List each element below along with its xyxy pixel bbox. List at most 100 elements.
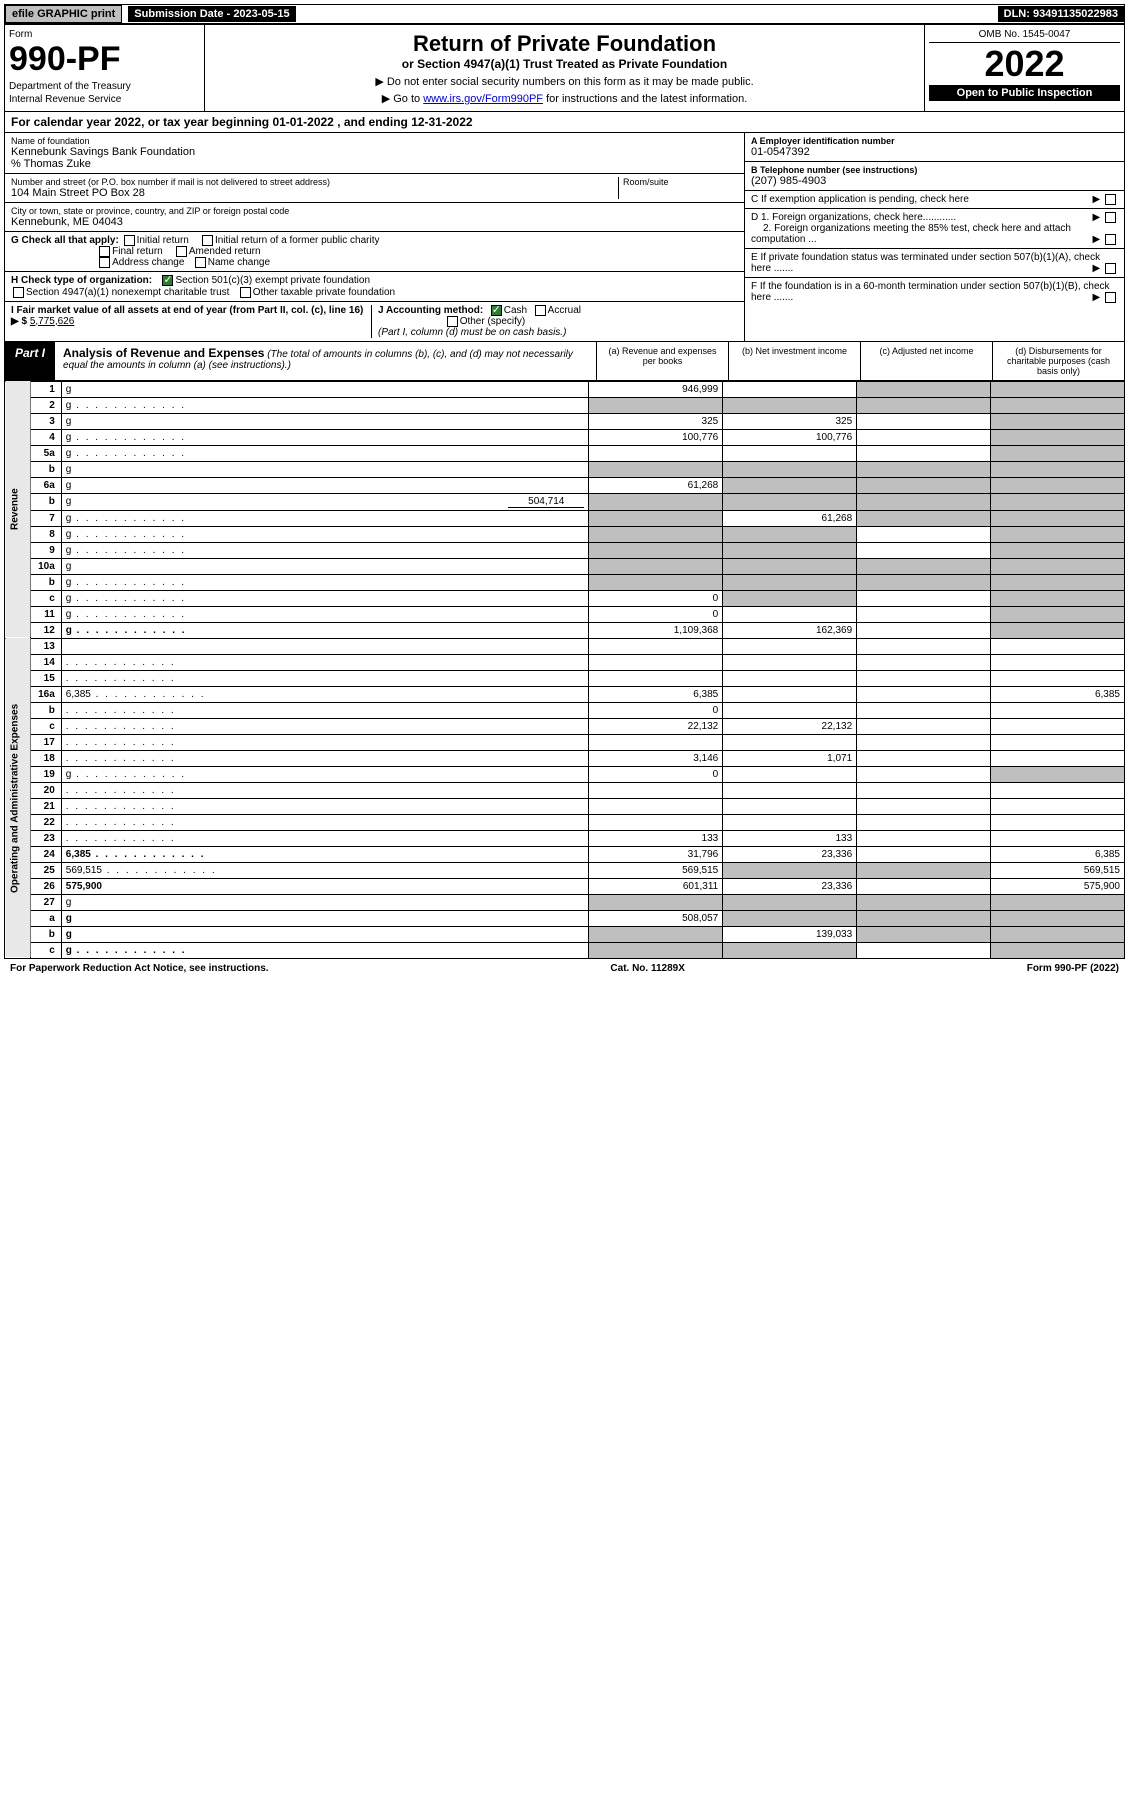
cell-value: 31,796: [589, 846, 723, 862]
year-end: 12-31-2022: [411, 115, 472, 129]
line-description: [61, 750, 589, 766]
cell-value: [991, 750, 1125, 766]
addr-label: Number and street (or P.O. box number if…: [11, 177, 618, 187]
d1-label: D 1. Foreign organizations, check here..…: [751, 212, 956, 223]
line-description: g: [61, 510, 589, 526]
j-note: (Part I, column (d) must be on cash basi…: [378, 327, 566, 338]
cell-value: [723, 381, 857, 397]
address-change-checkbox[interactable]: [99, 257, 110, 268]
cell-value: [991, 638, 1125, 654]
cell-value: 325: [723, 413, 857, 429]
cell-value: [589, 734, 723, 750]
foreign-org-checkbox[interactable]: [1105, 212, 1116, 223]
paperwork-notice: For Paperwork Reduction Act Notice, see …: [10, 963, 269, 974]
initial-former-checkbox[interactable]: [202, 235, 213, 246]
line-number: 3: [31, 413, 61, 429]
85pct-test-checkbox[interactable]: [1105, 234, 1116, 245]
efile-print-button[interactable]: efile GRAPHIC print: [5, 5, 122, 23]
cell-value: 508,057: [589, 910, 723, 926]
cell-grey: [991, 606, 1125, 622]
cell-grey: [723, 590, 857, 606]
g-label: G Check all that apply:: [11, 235, 119, 246]
cell-grey: [723, 574, 857, 590]
line-description: g: [61, 429, 589, 445]
501c3-checkbox[interactable]: [162, 275, 173, 286]
line-description: g: [61, 926, 589, 942]
name-change-checkbox[interactable]: [195, 257, 206, 268]
cell-value: [589, 782, 723, 798]
60month-checkbox[interactable]: [1105, 292, 1116, 303]
cash-checkbox[interactable]: [491, 305, 502, 316]
name-label: Name of foundation: [11, 136, 738, 146]
table-row: 4g100,776100,776: [5, 429, 1125, 445]
table-row: cg: [5, 942, 1125, 958]
form-ref: Form 990-PF (2022): [1027, 963, 1119, 974]
line-number: 2: [31, 397, 61, 413]
line-number: 5a: [31, 445, 61, 461]
line-number: 14: [31, 654, 61, 670]
cell-grey: [857, 461, 991, 477]
dln-label: DLN: 93491135022983: [998, 6, 1124, 22]
line-number: 23: [31, 830, 61, 846]
instructions-link[interactable]: www.irs.gov/Form990PF: [423, 93, 543, 105]
line-description: g: [61, 910, 589, 926]
cell-grey: [723, 526, 857, 542]
cell-value: 23,336: [723, 878, 857, 894]
status-terminated-checkbox[interactable]: [1105, 263, 1116, 274]
form-title: Return of Private Foundation: [211, 31, 918, 57]
table-row: 12g1,109,368162,369: [5, 622, 1125, 638]
line-description: 569,515: [61, 862, 589, 878]
initial-return-checkbox[interactable]: [124, 235, 135, 246]
cell-value: 100,776: [723, 429, 857, 445]
4947a1-checkbox[interactable]: [13, 287, 24, 298]
cell-value: [857, 413, 991, 429]
line-number: c: [31, 590, 61, 606]
cell-grey: [991, 429, 1125, 445]
h-label: H Check type of organization:: [11, 276, 152, 287]
cell-grey: [723, 493, 857, 510]
cell-grey: [857, 381, 991, 397]
cell-value: 22,132: [723, 718, 857, 734]
other-method-checkbox[interactable]: [447, 316, 458, 327]
line-description: g: [61, 526, 589, 542]
amended-return-checkbox[interactable]: [176, 246, 187, 257]
table-row: cg0: [5, 590, 1125, 606]
cell-grey: [857, 558, 991, 574]
table-row: 17: [5, 734, 1125, 750]
final-return-checkbox[interactable]: [99, 246, 110, 257]
form-header: Form 990-PF Department of the Treasury I…: [4, 24, 1125, 112]
cell-grey: [991, 493, 1125, 510]
accrual-checkbox[interactable]: [535, 305, 546, 316]
cell-value: 0: [589, 590, 723, 606]
cell-value: 61,268: [723, 510, 857, 526]
cell-value: 325: [589, 413, 723, 429]
cell-grey: [589, 397, 723, 413]
cell-value: [857, 846, 991, 862]
part1-header: Part I Analysis of Revenue and Expenses …: [4, 342, 1125, 381]
cell-value: [857, 814, 991, 830]
cell-grey: [589, 542, 723, 558]
exemption-pending-checkbox[interactable]: [1105, 194, 1116, 205]
cell-value: [857, 798, 991, 814]
line-number: b: [31, 702, 61, 718]
cell-value: [857, 622, 991, 638]
cell-grey: [991, 477, 1125, 493]
cell-grey: [991, 413, 1125, 429]
entity-info: Name of foundation Kennebunk Savings Ban…: [4, 133, 1125, 342]
line-description: [61, 782, 589, 798]
irs-label: Internal Revenue Service: [9, 94, 200, 105]
tax-year: 2022: [929, 43, 1120, 85]
section-label: Operating and Administrative Expenses: [5, 638, 31, 958]
cell-value: 946,999: [589, 381, 723, 397]
other-taxable-checkbox[interactable]: [240, 287, 251, 298]
line-description: g: [61, 766, 589, 782]
table-row: 15: [5, 670, 1125, 686]
cell-value: 0: [589, 702, 723, 718]
top-bar: efile GRAPHIC print Submission Date - 20…: [4, 4, 1125, 24]
cell-grey: [991, 542, 1125, 558]
line-number: 26: [31, 878, 61, 894]
table-row: 5ag: [5, 445, 1125, 461]
line-description: 6,385: [61, 846, 589, 862]
cell-grey: [991, 461, 1125, 477]
cell-grey: [589, 510, 723, 526]
